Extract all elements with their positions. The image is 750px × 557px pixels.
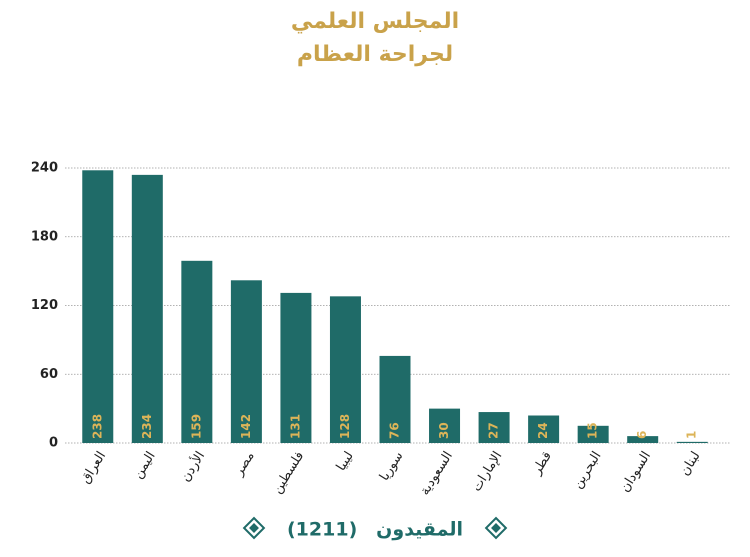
- bar: [577, 425, 609, 443]
- y-tick-label: 180: [31, 229, 58, 244]
- bar: [329, 296, 361, 443]
- y-tick-label: 240: [31, 161, 58, 176]
- value-label: 142: [239, 414, 253, 439]
- x-tick-label: البحرين: [570, 449, 604, 491]
- value-label: 128: [338, 414, 352, 439]
- bar: [627, 436, 659, 443]
- value-label: 24: [536, 422, 550, 439]
- bar: [429, 408, 461, 443]
- bar: [528, 415, 560, 443]
- y-tick-label: 60: [40, 367, 58, 382]
- bar: [676, 441, 708, 443]
- y-tick-label: 120: [31, 298, 58, 313]
- bar: [230, 280, 262, 443]
- legend: المقيدون (1211): [242, 516, 508, 541]
- legend-note: (1211): [287, 519, 357, 541]
- x-tick-label: الإمارات: [469, 449, 505, 494]
- x-tick-label: قطر: [529, 449, 555, 478]
- legend-icon: [242, 516, 266, 540]
- value-label: 1: [685, 431, 699, 439]
- chart-title: المجلس العلمي: [291, 9, 459, 34]
- x-tick-label: اليمن: [131, 449, 159, 481]
- value-label: 131: [288, 414, 302, 439]
- bar: [131, 174, 163, 443]
- x-tick-label: الأردن: [176, 448, 208, 485]
- x-tick-label: مصر: [231, 449, 258, 479]
- bar: [280, 292, 312, 443]
- value-label: 159: [189, 414, 203, 439]
- x-tick-label: لبنان: [677, 449, 703, 478]
- x-tick-label: السعودية: [417, 449, 455, 498]
- value-label: 234: [140, 414, 154, 439]
- y-tick-label: 0: [49, 436, 58, 451]
- x-tick-label: سوريا: [377, 449, 406, 484]
- value-label: 6: [635, 431, 649, 439]
- chart-subtitle: لجراحة العظام: [297, 42, 453, 67]
- value-label: 15: [586, 422, 600, 439]
- x-tick-label: العراق: [78, 449, 109, 486]
- x-tick-label: ليبيا: [334, 449, 357, 474]
- x-tick-label: السودان: [618, 449, 654, 495]
- legend-icon: [484, 516, 508, 540]
- legend-label: المقيدون: [376, 519, 463, 541]
- bar: [478, 412, 510, 443]
- bar: [181, 260, 213, 443]
- value-label: 30: [437, 422, 451, 439]
- x-tick-label: فلسطين: [270, 449, 307, 496]
- bar: [82, 170, 114, 443]
- bar: [379, 355, 411, 443]
- value-label: 27: [487, 422, 501, 439]
- value-label: 76: [388, 422, 402, 439]
- value-label: 238: [90, 414, 104, 439]
